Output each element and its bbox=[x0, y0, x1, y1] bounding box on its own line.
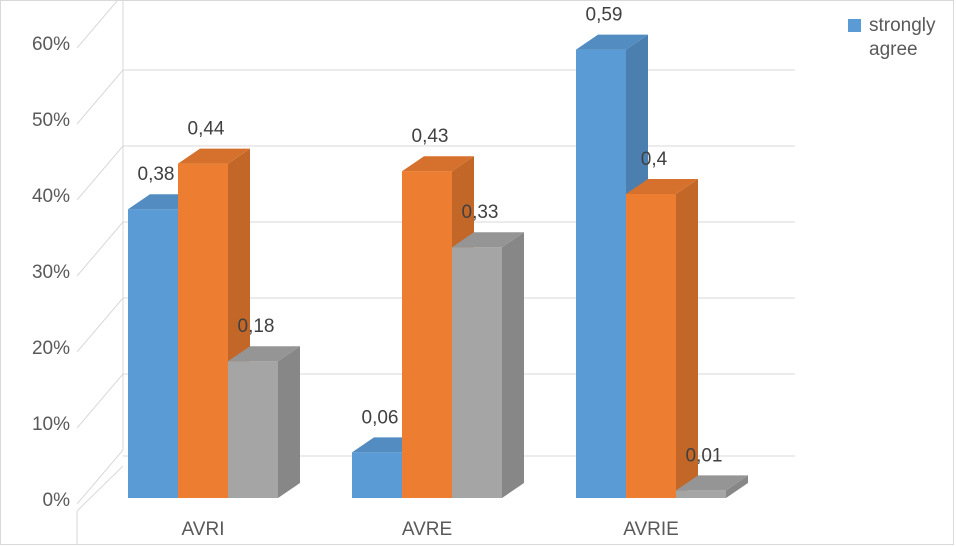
data-label: 0,38 bbox=[138, 164, 175, 185]
side-wall-line bbox=[76, 221, 124, 277]
data-label: 0,33 bbox=[462, 202, 499, 223]
data-label: 0,06 bbox=[362, 407, 399, 428]
bar-side bbox=[726, 475, 748, 498]
bar-top bbox=[228, 346, 300, 362]
bar bbox=[228, 361, 278, 498]
data-label: 0,4 bbox=[641, 149, 668, 170]
bar-top bbox=[676, 475, 748, 491]
floor-side-line bbox=[76, 465, 124, 512]
legend-swatch bbox=[848, 19, 861, 32]
y-tick-label: 50% bbox=[32, 110, 70, 131]
bar bbox=[352, 452, 402, 498]
bar-top bbox=[626, 179, 698, 194]
data-label: 0,43 bbox=[412, 126, 449, 147]
y-tick-label: 10% bbox=[32, 414, 70, 435]
y-tick-label: 0% bbox=[43, 490, 71, 511]
bar bbox=[128, 209, 178, 498]
bar-side bbox=[502, 232, 524, 498]
x-category-label: AVRI bbox=[182, 519, 225, 540]
bar bbox=[452, 247, 502, 498]
x-category-label: AVRE bbox=[402, 519, 452, 540]
bar bbox=[576, 49, 626, 498]
side-wall-line bbox=[76, 0, 119, 49]
bar bbox=[626, 194, 676, 498]
side-wall-line bbox=[76, 449, 124, 505]
y-tick-label: 60% bbox=[32, 34, 70, 55]
bar-top bbox=[452, 232, 524, 248]
side-wall-line bbox=[76, 297, 124, 353]
bar-top bbox=[178, 148, 250, 164]
side-wall-line bbox=[76, 69, 124, 125]
bar-top bbox=[402, 156, 474, 172]
bar bbox=[676, 490, 726, 498]
side-wall-line bbox=[76, 373, 124, 429]
y-tick-label: 20% bbox=[32, 338, 70, 359]
bar bbox=[178, 163, 228, 498]
data-label: 0,01 bbox=[686, 445, 723, 466]
x-category-label: AVRIE bbox=[623, 519, 679, 540]
data-label: 0,59 bbox=[586, 5, 623, 26]
bar bbox=[402, 171, 452, 498]
bar-side bbox=[676, 179, 698, 498]
bar-side bbox=[278, 346, 300, 498]
legend: strongly agree bbox=[848, 14, 956, 62]
y-tick-label: 30% bbox=[32, 262, 70, 283]
data-label: 0,18 bbox=[238, 316, 275, 337]
y-tick-label: 40% bbox=[32, 186, 70, 207]
bar-top bbox=[576, 34, 648, 50]
data-label: 0,44 bbox=[188, 119, 225, 140]
legend-label: strongly agree bbox=[869, 15, 936, 60]
side-wall-line bbox=[76, 145, 124, 201]
